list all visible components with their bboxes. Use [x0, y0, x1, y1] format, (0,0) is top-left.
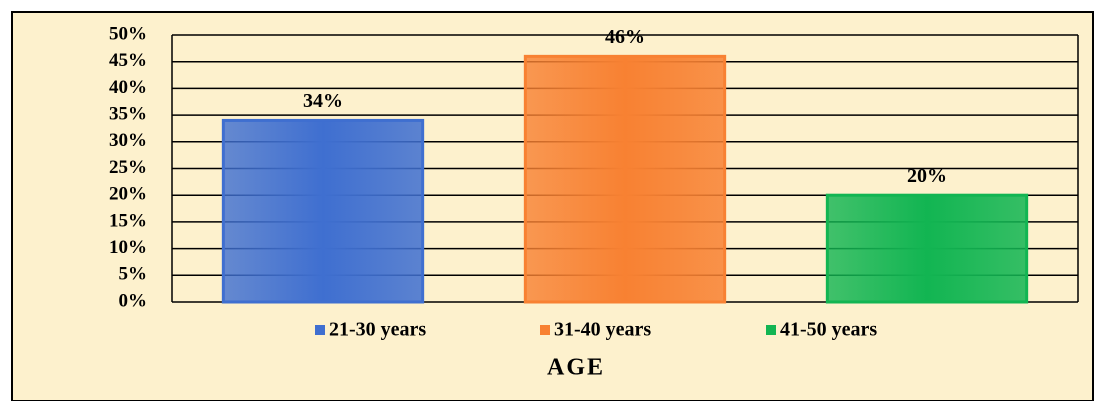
y-tick-label: 25% [109, 157, 147, 178]
y-tick-label: 30% [109, 130, 147, 151]
x-axis-label: AGE [547, 355, 605, 381]
data-label: 20% [907, 165, 947, 187]
legend-swatch [540, 325, 550, 335]
data-label: 34% [303, 90, 343, 112]
y-tick-label: 10% [109, 237, 147, 258]
bar [523, 54, 727, 304]
legend-label: 31-40 years [554, 319, 651, 341]
legend-swatch [315, 325, 325, 335]
legend-swatch [766, 325, 776, 335]
y-tick-label: 20% [109, 184, 147, 205]
data-label: 46% [605, 26, 645, 48]
legend-label: 41-50 years [780, 319, 877, 341]
y-tick-label: 5% [119, 264, 148, 285]
y-tick-label: 50% [109, 23, 147, 44]
bar [825, 193, 1029, 304]
y-tick-label: 40% [109, 77, 147, 98]
y-tick-label: 35% [109, 103, 147, 124]
legend-label: 21-30 years [329, 319, 426, 341]
y-tick-label: 15% [109, 210, 147, 231]
bar [221, 118, 425, 304]
y-tick-label: 0% [119, 290, 148, 311]
y-tick-label: 45% [109, 50, 147, 71]
